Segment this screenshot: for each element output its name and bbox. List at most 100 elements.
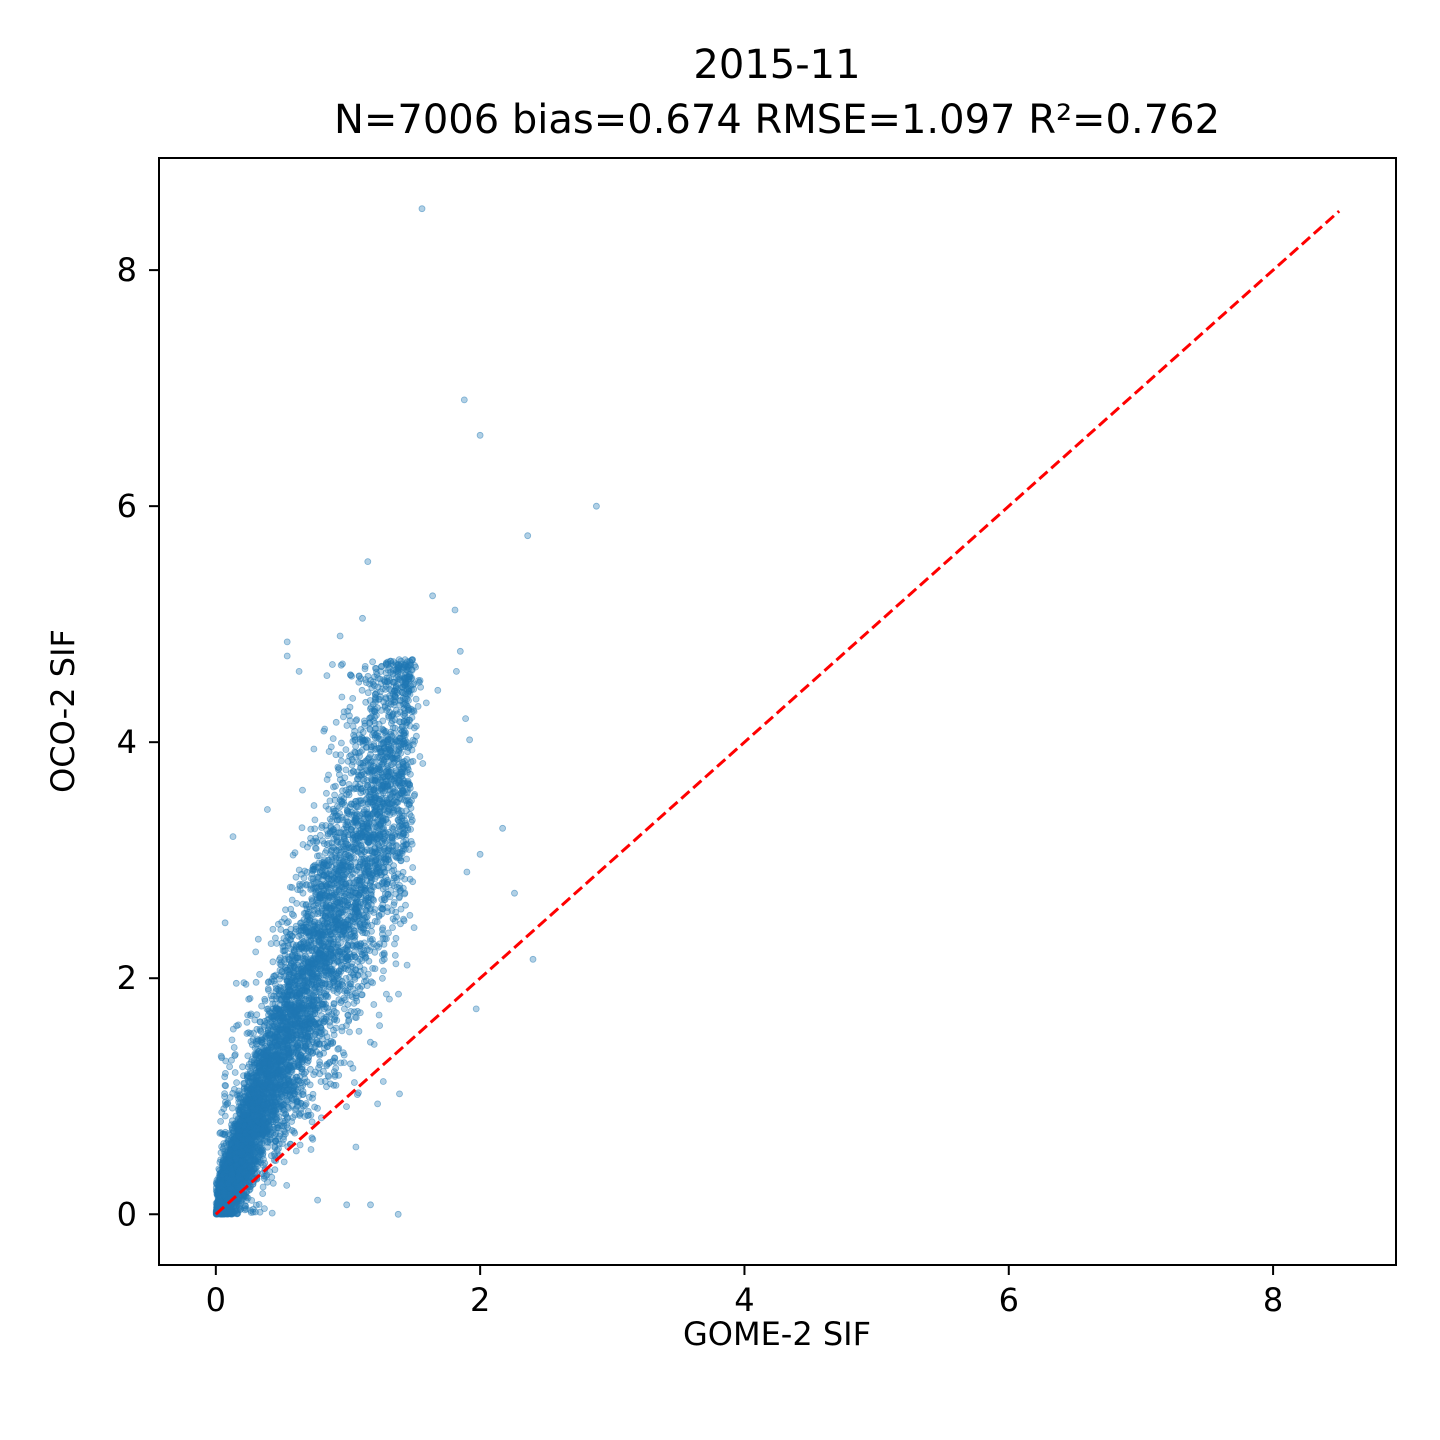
scatter-point xyxy=(325,748,333,755)
scatter-point xyxy=(329,1057,337,1065)
scatter-point xyxy=(375,943,382,951)
scatter-point xyxy=(334,1045,342,1053)
scatter-point xyxy=(254,935,262,943)
scatter-point xyxy=(260,1175,268,1182)
scatter-point xyxy=(247,1038,255,1045)
scatter-point xyxy=(392,960,400,968)
scatter-point xyxy=(395,894,403,902)
scatter-point xyxy=(326,1022,334,1030)
chart-title: 2015-11 xyxy=(693,42,860,88)
scatter-point xyxy=(342,766,350,774)
scatter-point xyxy=(419,760,427,767)
scatter-point xyxy=(332,718,340,726)
scatter-point xyxy=(293,900,301,907)
scatter-point xyxy=(375,1011,383,1019)
scatter-point xyxy=(380,940,388,948)
scatter-point xyxy=(296,1141,304,1149)
scatter-point xyxy=(313,837,320,845)
scatter-point xyxy=(334,763,342,771)
scatter-point xyxy=(289,851,297,859)
scatter-point xyxy=(256,971,264,978)
scatter-point xyxy=(222,1082,230,1090)
scatter-point xyxy=(230,1085,238,1093)
scatter-point xyxy=(391,952,399,959)
scatter-point xyxy=(310,745,318,753)
scatter-point xyxy=(332,1009,340,1017)
scatter-point xyxy=(252,948,260,956)
scatter-point xyxy=(346,1028,353,1036)
scatter-point xyxy=(316,1058,324,1066)
scatter-point xyxy=(409,878,417,886)
scatter-point xyxy=(253,1011,261,1019)
scatter-point xyxy=(349,723,357,730)
scatter-point xyxy=(379,1078,387,1085)
scatter-point xyxy=(351,1014,359,1021)
scatter-point xyxy=(368,684,376,691)
scatter-point xyxy=(389,924,396,931)
scatter-point xyxy=(368,921,376,929)
scatter-point xyxy=(409,864,417,871)
scatter-point xyxy=(317,1078,325,1085)
scatter-point xyxy=(310,802,318,809)
scatter-point xyxy=(369,965,377,972)
scatter-point xyxy=(385,995,393,1003)
scatter-point xyxy=(403,855,411,863)
scatter-point xyxy=(260,1205,268,1212)
scatter-point xyxy=(355,678,363,686)
scatter-point xyxy=(298,824,306,832)
scatter-point xyxy=(349,695,357,702)
scatter-point xyxy=(321,913,329,920)
scatter-point xyxy=(322,802,330,810)
scatter-point xyxy=(261,995,269,1003)
scatter-points xyxy=(212,205,600,1218)
scatter-point xyxy=(275,956,283,964)
scatter-point xyxy=(366,935,374,943)
scatter-point xyxy=(364,970,372,978)
scatter-point xyxy=(378,957,386,965)
scatter-point xyxy=(363,982,371,989)
scatter-point xyxy=(321,725,329,733)
scatter-point xyxy=(322,789,330,797)
scatter-point xyxy=(259,1183,267,1191)
scatter-point xyxy=(337,661,345,669)
scatter-point xyxy=(339,779,347,787)
scatter-point xyxy=(226,1063,234,1071)
scatter-point xyxy=(280,1158,288,1166)
scatter-point xyxy=(330,1031,338,1039)
scatter-point xyxy=(347,913,355,920)
scatter-point xyxy=(345,781,353,788)
scatter-point xyxy=(243,1018,251,1026)
scatter-point xyxy=(403,961,411,969)
scatter-point xyxy=(408,714,416,721)
scatter-point xyxy=(369,658,377,666)
scatter-point xyxy=(392,934,400,942)
scatter-point xyxy=(231,1069,239,1076)
scatter-point xyxy=(242,980,250,988)
scatter-point xyxy=(350,1079,358,1086)
scatter-point xyxy=(356,1009,364,1017)
scatter-point xyxy=(319,1067,327,1075)
scatter-point xyxy=(415,678,423,686)
scatter-point xyxy=(292,1147,300,1155)
scatter-point xyxy=(314,1104,321,1112)
scatter-point xyxy=(369,979,377,987)
scatter-point xyxy=(395,990,402,998)
scatter-point xyxy=(376,1022,384,1029)
scatter-point xyxy=(329,735,337,742)
scatter-point xyxy=(269,958,277,966)
scatter-point xyxy=(291,1106,299,1113)
scatter-point xyxy=(362,743,370,751)
scatter-point xyxy=(308,1134,316,1142)
scatter-point xyxy=(380,967,387,975)
scatter-point xyxy=(342,1022,350,1029)
scatter-point xyxy=(228,1104,236,1112)
scatter-point xyxy=(338,693,346,701)
scatter-point xyxy=(297,1085,305,1092)
scatter-point xyxy=(222,1057,230,1065)
scatter-point xyxy=(358,991,366,999)
scatter-point xyxy=(311,1068,319,1076)
scatter-point xyxy=(246,995,254,1002)
scatter-point xyxy=(217,1118,225,1125)
